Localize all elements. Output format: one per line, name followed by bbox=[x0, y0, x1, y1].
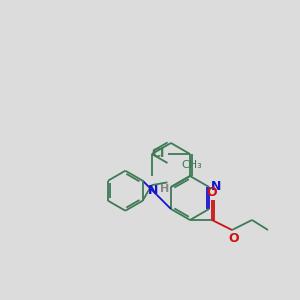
Text: O: O bbox=[229, 232, 239, 244]
Text: CH₃: CH₃ bbox=[182, 160, 202, 170]
Text: N: N bbox=[211, 181, 221, 194]
Text: N: N bbox=[148, 184, 158, 197]
Text: Cl: Cl bbox=[152, 148, 165, 160]
Text: O: O bbox=[207, 187, 217, 200]
Text: H: H bbox=[160, 184, 170, 194]
